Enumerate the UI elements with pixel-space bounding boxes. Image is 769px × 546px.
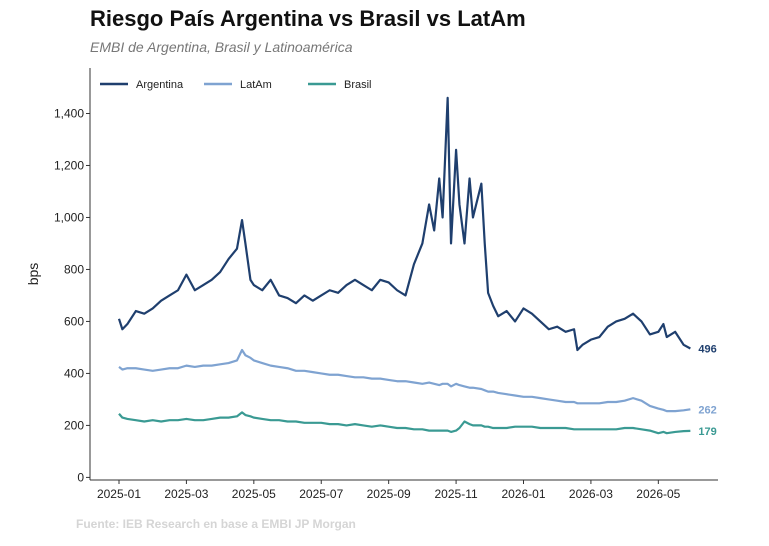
legend-label: LatAm xyxy=(240,79,272,91)
series-line xyxy=(118,348,691,413)
y-tick-label: 0 xyxy=(77,470,84,484)
chart-title: Riesgo País Argentina vs Brasil vs LatAm xyxy=(90,6,526,31)
x-tick-label: 2025-11 xyxy=(435,487,478,501)
x-tick-label: 2026-05 xyxy=(636,487,680,501)
chart-subtitle: EMBI de Argentina, Brasil y Latinoaméric… xyxy=(90,39,353,55)
y-tick-label: 400 xyxy=(64,366,84,380)
source-note: Fuente: IEB Research en base a EMBI JP M… xyxy=(76,517,356,531)
y-tick-label: 800 xyxy=(64,262,84,276)
legend-label: Argentina xyxy=(136,79,184,91)
y-tick-label: 200 xyxy=(64,418,84,432)
x-tick-label: 2025-03 xyxy=(164,487,208,501)
series-line xyxy=(117,96,691,352)
legend-label: Brasil xyxy=(344,79,372,91)
series-line xyxy=(118,411,691,435)
y-tick-label: 1,400 xyxy=(54,106,84,120)
y-axis-label: bps xyxy=(25,263,41,286)
x-tick-label: 2025-07 xyxy=(299,487,343,501)
y-tick-label: 1,000 xyxy=(54,210,84,224)
end-value-label: 496 xyxy=(698,343,716,355)
y-tick-label: 1,200 xyxy=(54,158,84,172)
end-value-label: 262 xyxy=(698,404,716,416)
end-value-label: 179 xyxy=(698,426,716,438)
x-tick-label: 2025-09 xyxy=(367,487,411,501)
x-tick-label: 2025-05 xyxy=(232,487,276,501)
x-tick-label: 2025-01 xyxy=(97,487,141,501)
x-tick-label: 2026-03 xyxy=(569,487,613,501)
y-tick-label: 600 xyxy=(64,314,84,328)
x-tick-label: 2026-01 xyxy=(501,487,545,501)
